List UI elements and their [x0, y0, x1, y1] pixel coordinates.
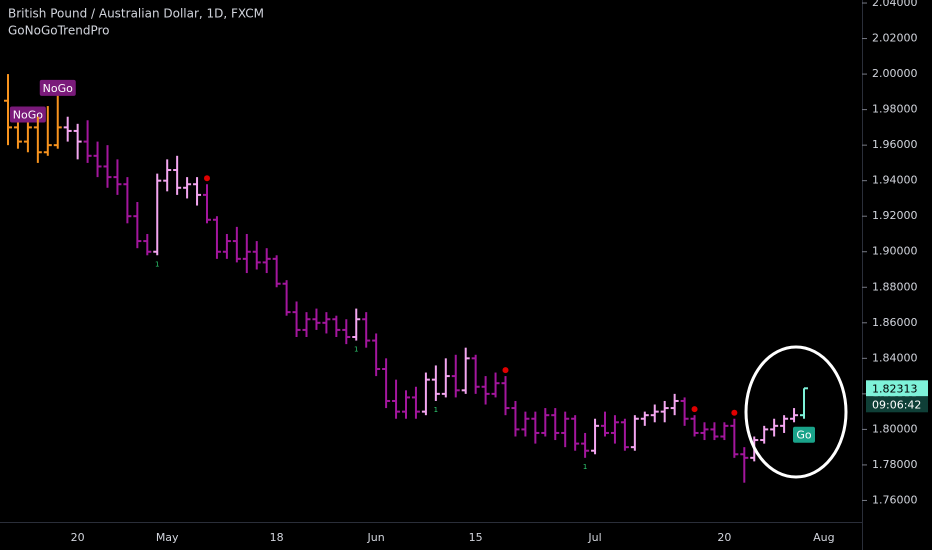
y-tick-label: 1.90000 [872, 245, 918, 258]
signal-label: NoGo [43, 82, 73, 95]
y-tick-label: 1.88000 [872, 280, 918, 293]
count-label: 1 [155, 260, 159, 268]
last-price-label: 1.82313 [872, 382, 918, 395]
y-tick-label: 1.86000 [872, 316, 918, 329]
countdown-label: 09:06:42 [872, 398, 921, 411]
y-tick-label: 1.78000 [872, 458, 918, 471]
x-tick-label: Aug [813, 531, 834, 544]
last-price-box [866, 380, 928, 397]
signal-box [39, 79, 76, 96]
signal-box [793, 426, 815, 443]
y-tick-label: 1.94000 [872, 174, 918, 187]
y-tick-label: 1.96000 [872, 138, 918, 151]
count-label: 1 [434, 406, 438, 414]
signal-dot [691, 406, 698, 413]
countdown-box [866, 396, 928, 413]
count-label: 1 [354, 346, 358, 354]
highlight-circle [744, 345, 848, 479]
y-tick-label: 1.98000 [872, 103, 918, 116]
count-label: 1 [583, 463, 587, 471]
x-tick-label: Jun [367, 531, 385, 544]
y-tick-label: 1.76000 [872, 493, 918, 506]
x-tick-label: Jul [587, 531, 601, 544]
signal-dot [204, 175, 210, 182]
indicator-name: GoNoGoTrendPro [8, 24, 109, 38]
x-tick-label: 15 [469, 531, 483, 544]
x-tick-label: 20 [717, 531, 731, 544]
chart-title: British Pound / Australian Dollar, 1D, F… [8, 7, 264, 21]
y-tick-label: 2.04000 [872, 0, 918, 9]
y-tick-label: 1.92000 [872, 209, 918, 222]
y-tick-label: 2.02000 [872, 32, 918, 45]
signal-dot [502, 367, 509, 374]
x-tick-label: 20 [71, 531, 85, 544]
signal-label: Go [796, 429, 812, 442]
x-tick-label: May [156, 531, 179, 544]
y-tick-label: 1.80000 [872, 422, 918, 435]
signal-dot [731, 409, 738, 416]
y-tick-label: 2.00000 [872, 67, 918, 80]
y-tick-label: 1.84000 [872, 351, 918, 364]
signal-label: NoGo [13, 108, 43, 121]
x-tick-label: 18 [270, 531, 284, 544]
